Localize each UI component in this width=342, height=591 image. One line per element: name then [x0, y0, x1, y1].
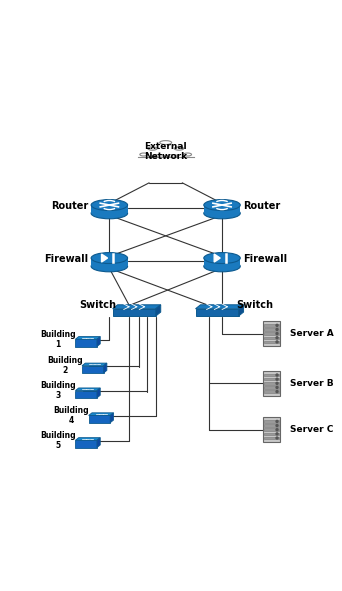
Ellipse shape	[184, 153, 192, 156]
FancyBboxPatch shape	[264, 340, 279, 343]
Polygon shape	[89, 415, 110, 423]
Text: Firewall: Firewall	[44, 254, 88, 264]
Polygon shape	[110, 413, 114, 423]
FancyBboxPatch shape	[264, 332, 279, 335]
Ellipse shape	[148, 147, 157, 150]
Circle shape	[276, 333, 278, 335]
Text: External
Network: External Network	[144, 142, 187, 161]
Circle shape	[276, 424, 278, 427]
FancyBboxPatch shape	[264, 391, 279, 393]
Polygon shape	[89, 413, 114, 415]
Circle shape	[276, 324, 278, 326]
Polygon shape	[97, 388, 100, 398]
Circle shape	[276, 420, 278, 423]
Ellipse shape	[91, 200, 128, 210]
Bar	[91, 258, 128, 267]
Polygon shape	[75, 339, 97, 346]
Polygon shape	[102, 254, 107, 262]
Polygon shape	[113, 305, 161, 309]
Circle shape	[276, 329, 278, 330]
Ellipse shape	[91, 261, 128, 272]
Ellipse shape	[204, 252, 240, 264]
FancyBboxPatch shape	[264, 424, 279, 427]
Text: Server C: Server C	[290, 425, 333, 434]
Text: Building
3: Building 3	[40, 381, 76, 400]
Ellipse shape	[174, 147, 184, 150]
Circle shape	[276, 378, 278, 380]
Circle shape	[276, 374, 278, 376]
Ellipse shape	[154, 155, 165, 157]
Text: Server A: Server A	[290, 329, 334, 338]
Polygon shape	[75, 388, 100, 391]
Text: Server B: Server B	[290, 379, 333, 388]
FancyBboxPatch shape	[264, 378, 279, 381]
Polygon shape	[239, 305, 244, 316]
Circle shape	[276, 433, 278, 435]
FancyBboxPatch shape	[264, 386, 279, 389]
Bar	[91, 205, 128, 213]
FancyBboxPatch shape	[264, 382, 279, 385]
Bar	[204, 205, 240, 213]
Polygon shape	[75, 337, 100, 339]
Text: Firewall: Firewall	[243, 254, 287, 264]
Ellipse shape	[91, 252, 128, 264]
FancyBboxPatch shape	[263, 417, 280, 442]
Polygon shape	[196, 305, 244, 309]
Text: Building
2: Building 2	[47, 356, 82, 375]
FancyBboxPatch shape	[264, 420, 279, 423]
Text: Building
4: Building 4	[53, 406, 89, 425]
Ellipse shape	[204, 200, 240, 210]
Circle shape	[276, 337, 278, 339]
Circle shape	[276, 437, 278, 439]
Polygon shape	[97, 337, 100, 346]
FancyBboxPatch shape	[263, 321, 280, 346]
Polygon shape	[75, 440, 97, 447]
Text: Switch: Switch	[237, 300, 274, 310]
Circle shape	[276, 341, 278, 343]
Ellipse shape	[91, 208, 128, 219]
Ellipse shape	[160, 141, 172, 145]
FancyBboxPatch shape	[263, 371, 280, 396]
Polygon shape	[214, 254, 220, 262]
Bar	[204, 258, 240, 267]
Polygon shape	[82, 363, 107, 366]
Polygon shape	[104, 363, 107, 373]
Polygon shape	[97, 438, 100, 447]
FancyBboxPatch shape	[264, 328, 279, 331]
Polygon shape	[75, 391, 97, 398]
Polygon shape	[82, 366, 104, 373]
Polygon shape	[156, 305, 161, 316]
Text: Router: Router	[51, 201, 88, 211]
FancyBboxPatch shape	[264, 374, 279, 376]
FancyBboxPatch shape	[264, 336, 279, 339]
Text: Switch: Switch	[79, 300, 116, 310]
Circle shape	[276, 428, 278, 431]
Ellipse shape	[204, 261, 240, 272]
Text: Building
5: Building 5	[40, 431, 76, 450]
Text: Router: Router	[243, 201, 280, 211]
FancyBboxPatch shape	[264, 428, 279, 431]
Circle shape	[276, 387, 278, 388]
Ellipse shape	[204, 208, 240, 219]
FancyBboxPatch shape	[264, 437, 279, 439]
FancyBboxPatch shape	[264, 433, 279, 435]
FancyBboxPatch shape	[264, 324, 279, 327]
Circle shape	[276, 391, 278, 392]
Polygon shape	[196, 309, 239, 316]
Ellipse shape	[140, 153, 148, 156]
Circle shape	[276, 382, 278, 384]
Polygon shape	[75, 438, 100, 440]
Polygon shape	[113, 309, 156, 316]
Text: Building
1: Building 1	[40, 330, 76, 349]
Ellipse shape	[167, 155, 177, 157]
